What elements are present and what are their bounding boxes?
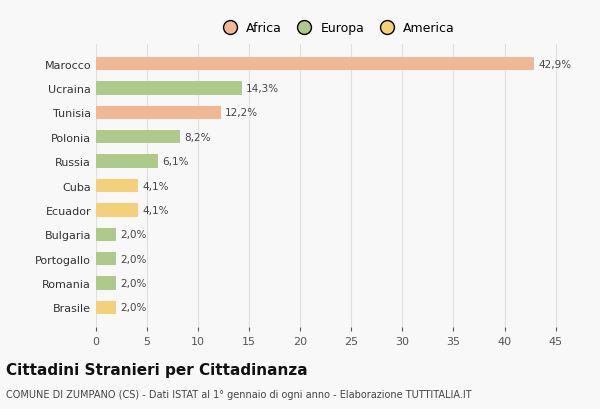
Text: 42,9%: 42,9%: [538, 60, 571, 70]
Text: 2,0%: 2,0%: [121, 279, 147, 288]
Text: 2,0%: 2,0%: [121, 230, 147, 240]
Text: 14,3%: 14,3%: [246, 84, 279, 94]
Text: 6,1%: 6,1%: [163, 157, 189, 167]
Legend: Africa, Europa, America: Africa, Europa, America: [212, 17, 460, 40]
Text: 12,2%: 12,2%: [224, 108, 258, 118]
Bar: [96, 58, 534, 71]
Text: COMUNE DI ZUMPANO (CS) - Dati ISTAT al 1° gennaio di ogni anno - Elaborazione TU: COMUNE DI ZUMPANO (CS) - Dati ISTAT al 1…: [6, 389, 472, 399]
Bar: [96, 276, 116, 290]
Bar: [96, 252, 116, 266]
Bar: [96, 155, 158, 169]
Text: 4,1%: 4,1%: [142, 205, 169, 216]
Bar: [96, 82, 242, 96]
Text: 2,0%: 2,0%: [121, 303, 147, 312]
Bar: [96, 180, 138, 193]
Text: 4,1%: 4,1%: [142, 181, 169, 191]
Bar: [96, 106, 221, 120]
Text: 2,0%: 2,0%: [121, 254, 147, 264]
Bar: [96, 228, 116, 241]
Bar: [96, 204, 138, 217]
Text: Cittadini Stranieri per Cittadinanza: Cittadini Stranieri per Cittadinanza: [6, 362, 308, 377]
Bar: [96, 131, 180, 144]
Text: 8,2%: 8,2%: [184, 133, 211, 142]
Bar: [96, 301, 116, 315]
